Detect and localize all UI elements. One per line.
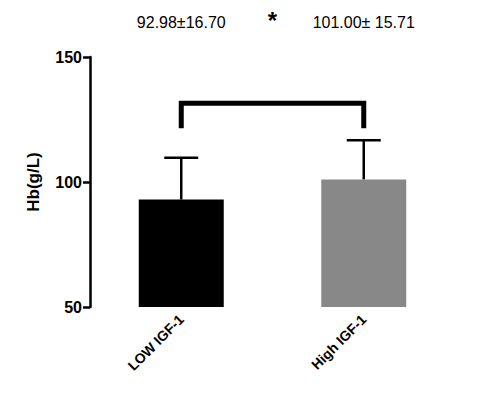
svg-text:101.00± 15.71: 101.00± 15.71 — [313, 14, 415, 31]
svg-text:Hb(g/L): Hb(g/L) — [24, 152, 43, 211]
svg-text:*: * — [268, 7, 278, 34]
svg-text:100: 100 — [55, 174, 82, 191]
svg-text:92.98±16.70: 92.98±16.70 — [137, 14, 226, 31]
svg-text:High IGF-1: High IGF-1 — [308, 311, 369, 372]
svg-text:50: 50 — [64, 299, 82, 316]
svg-text:150: 150 — [55, 49, 82, 66]
svg-text:LOW IGF-1: LOW IGF-1 — [125, 311, 188, 374]
